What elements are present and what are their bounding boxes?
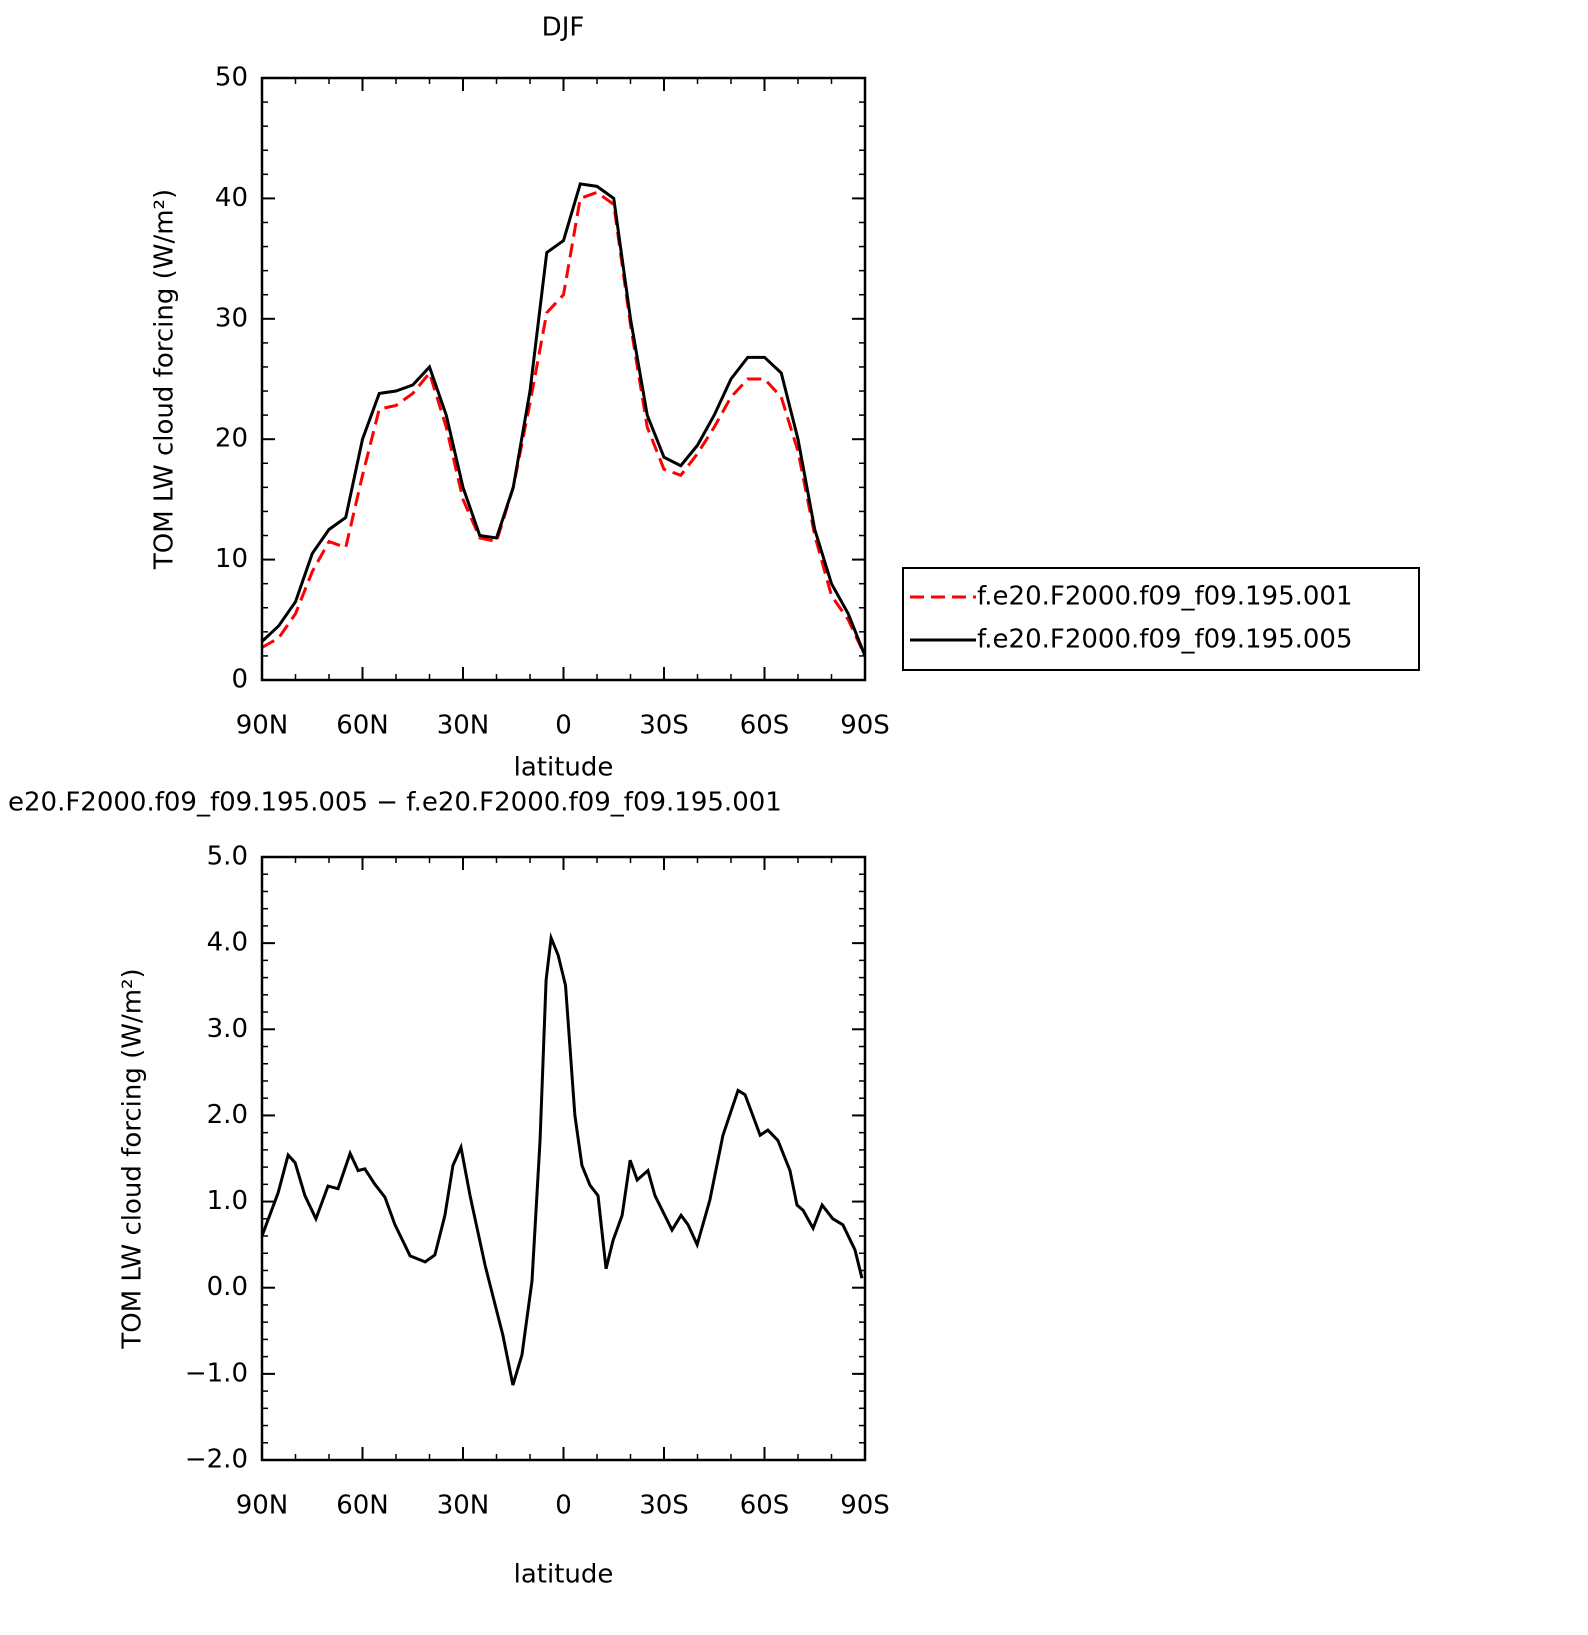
x-tick-label: 90S — [840, 711, 890, 741]
plot-frame — [260, 855, 867, 1462]
legend-box — [902, 567, 1420, 671]
x-tick-label: 90N — [236, 1491, 289, 1521]
y-tick-label: 30 — [215, 303, 248, 333]
x-tick-label: 60N — [336, 711, 389, 741]
chart-title: e20.F2000.f09_f09.195.005 − f.e20.F2000.… — [8, 788, 782, 818]
y-tick-label: 3.0 — [207, 1014, 248, 1044]
x-tick-label: 60N — [336, 1491, 389, 1521]
x-tick-label: 60S — [740, 1491, 790, 1521]
y-tick-label: 10 — [215, 544, 248, 574]
y-tick-label: 50 — [215, 63, 248, 93]
x-tick-label: 0 — [555, 711, 572, 741]
y-tick-label: 4.0 — [207, 928, 248, 958]
x-tick-label: 30S — [639, 711, 689, 741]
x-tick-label: 30N — [437, 711, 490, 741]
x-tick-label: 60S — [740, 711, 790, 741]
y-tick-label: 0 — [231, 665, 248, 695]
x-tick-label: 90S — [840, 1491, 890, 1521]
legend-label: f.e20.F2000.f09_f09.195.001 — [977, 582, 1353, 612]
x-axis-label: latitude — [514, 1560, 614, 1590]
chart-title: DJF — [542, 13, 585, 43]
y-axis-label: TOM LW cloud forcing (W/m²) — [118, 968, 148, 1349]
x-axis-label: latitude — [514, 753, 614, 783]
data-line — [260, 932, 864, 1386]
y-tick-label: 2.0 — [207, 1100, 248, 1130]
plot-frame — [260, 76, 867, 682]
y-tick-label: −2.0 — [185, 1445, 248, 1475]
y-tick-label: 20 — [215, 424, 248, 454]
x-tick-label: 90N — [236, 711, 289, 741]
legend-label: f.e20.F2000.f09_f09.195.005 — [977, 625, 1353, 655]
y-tick-label: 40 — [215, 183, 248, 213]
data-line — [260, 182, 867, 657]
y-tick-label: −1.0 — [185, 1358, 248, 1388]
y-tick-label: 0.0 — [207, 1272, 248, 1302]
y-axis-label: TOM LW cloud forcing (W/m²) — [150, 189, 180, 570]
x-tick-label: 30S — [639, 1491, 689, 1521]
x-tick-label: 0 — [555, 1491, 572, 1521]
x-tick-label: 30N — [437, 1491, 490, 1521]
data-line — [261, 190, 867, 657]
y-tick-label: 1.0 — [207, 1186, 248, 1216]
y-tick-label: 5.0 — [207, 842, 248, 872]
